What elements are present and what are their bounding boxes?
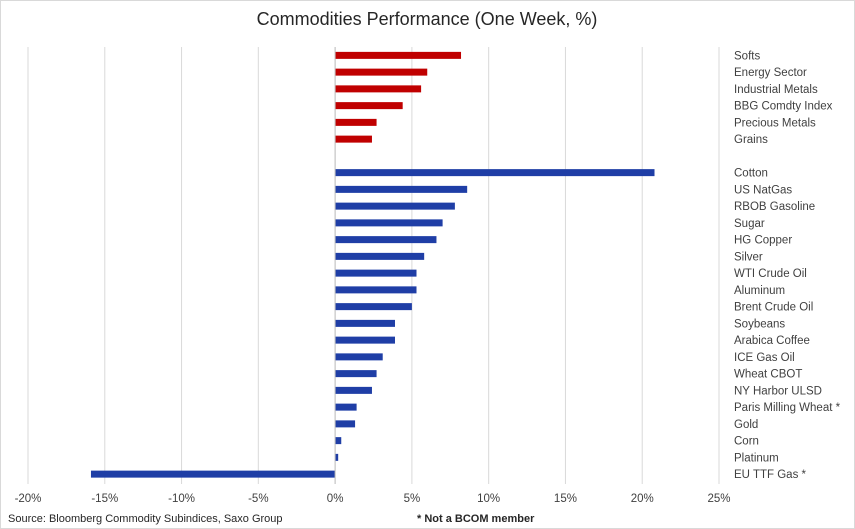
category-label: RBOB Gasoline [734, 201, 815, 213]
category-label: HG Copper [734, 235, 792, 247]
x-tick-label: -20% [15, 493, 42, 505]
category-label: Platinum [734, 452, 779, 464]
bar [335, 269, 417, 277]
bar [335, 453, 339, 461]
bar [335, 437, 342, 445]
bar [335, 353, 383, 361]
x-tick-label: 5% [404, 493, 421, 505]
bar [335, 386, 372, 394]
category-label: Arabica Coffee [734, 335, 810, 347]
category-label: Precious Metals [734, 117, 816, 129]
bar [335, 219, 443, 227]
category-label: Softs [734, 50, 760, 62]
bar [335, 336, 395, 344]
category-label: Grains [734, 134, 768, 146]
x-tick-label: 15% [554, 493, 577, 505]
x-axis-ticks: -20% -15% -10% -5% 0% 5% 10% 15% 20% 25% [15, 493, 731, 505]
bar [335, 202, 455, 210]
bar [335, 118, 377, 126]
x-tick-label: 20% [631, 493, 654, 505]
category-label: Gold [734, 419, 758, 431]
category-label: Cotton [734, 168, 768, 180]
bar [335, 403, 357, 411]
category-label: Aluminum [734, 285, 785, 297]
bar [335, 319, 395, 327]
source-note: Source: Bloomberg Commodity Subindices, … [8, 513, 283, 525]
category-label: Brent Crude Oil [734, 302, 813, 314]
bar [335, 102, 403, 110]
category-label: Silver [734, 251, 763, 263]
category-label: Soybeans [734, 318, 785, 330]
x-tick-label: 25% [707, 493, 730, 505]
category-label: US NatGas [734, 184, 792, 196]
category-label: Sugar [734, 218, 765, 230]
category-label: Industrial Metals [734, 84, 818, 96]
bar [90, 470, 336, 478]
category-label: BBG Comdty Index [734, 101, 833, 113]
bar [335, 169, 655, 177]
bar [335, 68, 428, 76]
category-label: Paris Milling Wheat * [734, 402, 841, 414]
footnote-not-bcom: * Not a BCOM member [417, 513, 535, 525]
category-label: Energy Sector [734, 67, 807, 79]
bar [335, 135, 372, 143]
category-label: NY Harbor ULSD [734, 385, 822, 397]
bar [335, 303, 412, 311]
x-tick-label: 0% [327, 493, 344, 505]
category-labels: Softs Energy Sector Industrial Metals BBG C… [734, 50, 841, 481]
category-label: ICE Gas Oil [734, 352, 795, 364]
bar [335, 252, 425, 260]
x-tick-label: -5% [248, 493, 268, 505]
bar [335, 85, 422, 93]
bar [335, 370, 377, 378]
category-label: EU TTF Gas * [734, 469, 807, 481]
bar [335, 420, 356, 428]
category-label: Corn [734, 436, 759, 448]
x-tick-label: -10% [168, 493, 195, 505]
bar [335, 185, 468, 193]
bars [90, 51, 655, 478]
x-tick-label: -15% [91, 493, 118, 505]
bar [335, 51, 462, 59]
category-label: WTI Crude Oil [734, 268, 807, 280]
x-tick-label: 10% [477, 493, 500, 505]
gridlines [27, 47, 720, 484]
category-label: Wheat CBOT [734, 369, 802, 381]
chart-title: Commodities Performance (One Week, %) [257, 9, 598, 29]
bar [335, 236, 437, 244]
bar [335, 286, 417, 294]
